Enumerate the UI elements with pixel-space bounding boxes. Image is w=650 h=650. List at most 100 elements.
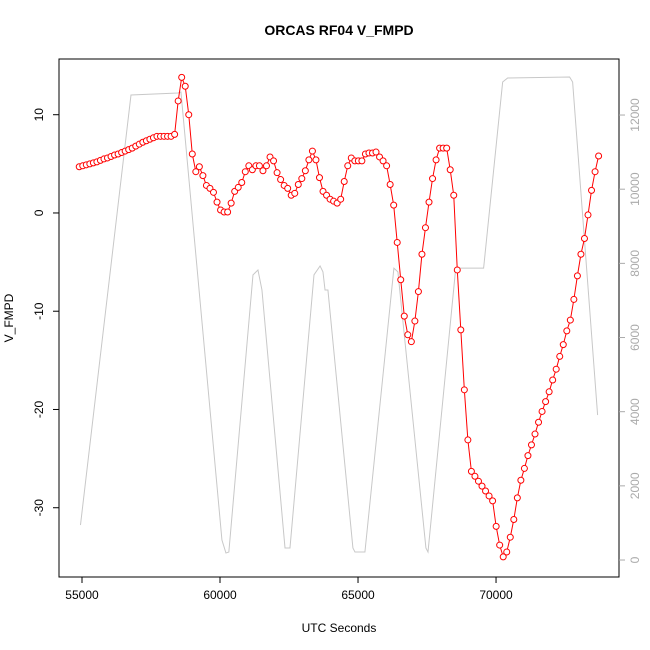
y2-tick-label: 2000 xyxy=(628,472,642,499)
data-point xyxy=(489,497,497,505)
data-point xyxy=(379,157,387,165)
y2-tick-label: 10000 xyxy=(628,172,642,206)
data-point xyxy=(181,82,189,90)
data-point xyxy=(432,156,440,164)
y2-tick-label: 6000 xyxy=(628,324,642,351)
data-point xyxy=(390,201,398,209)
data-point xyxy=(262,162,270,170)
y-tick-label: 10 xyxy=(32,108,46,122)
data-point xyxy=(358,157,366,165)
data-point xyxy=(524,452,532,460)
y-tick-label: 0 xyxy=(32,209,46,216)
data-point xyxy=(284,184,292,192)
data-point xyxy=(531,430,539,438)
data-point xyxy=(510,516,518,524)
data-point xyxy=(171,130,179,138)
data-point xyxy=(453,266,461,274)
data-point xyxy=(315,174,323,182)
data-point xyxy=(580,235,588,243)
y-tick-label: -30 xyxy=(32,499,46,517)
data-point xyxy=(591,168,599,176)
data-point xyxy=(542,398,550,406)
data-point xyxy=(241,168,249,176)
data-point xyxy=(213,198,221,206)
data-point xyxy=(485,492,493,500)
data-point xyxy=(344,162,352,170)
y2-tick-label: 4000 xyxy=(628,398,642,425)
data-point xyxy=(305,156,313,164)
plot-frame xyxy=(58,58,620,578)
data-point xyxy=(545,388,553,396)
data-point xyxy=(185,111,193,119)
data-point xyxy=(520,464,528,472)
data-point xyxy=(294,180,302,188)
data-point xyxy=(517,476,525,484)
data-point xyxy=(443,144,451,152)
data-point xyxy=(195,163,203,171)
x-tick-label: 55000 xyxy=(65,588,99,602)
data-point xyxy=(386,180,394,188)
data-point xyxy=(552,365,560,373)
x-axis-label: UTC Seconds xyxy=(302,621,377,635)
data-point xyxy=(556,352,564,360)
data-point xyxy=(566,316,574,324)
data-point xyxy=(411,317,419,325)
data-point xyxy=(291,189,299,197)
data-point xyxy=(577,250,585,258)
data-point xyxy=(337,195,345,203)
data-point xyxy=(425,198,433,206)
x-tick-label: 60000 xyxy=(203,588,237,602)
chart-title: ORCAS RF04 V_FMPD xyxy=(264,22,413,38)
data-point xyxy=(192,168,200,176)
data-point xyxy=(496,541,504,549)
data-point xyxy=(270,157,278,165)
data-point xyxy=(527,441,535,449)
data-point xyxy=(414,288,422,296)
data-point xyxy=(188,150,196,158)
data-point xyxy=(471,472,479,480)
data-point xyxy=(234,183,242,191)
data-point xyxy=(397,276,405,284)
data-point xyxy=(506,533,514,541)
data-point xyxy=(478,482,486,490)
data-point xyxy=(400,312,408,320)
data-point xyxy=(421,224,429,232)
data-point xyxy=(595,152,603,160)
data-point xyxy=(407,338,415,346)
data-point xyxy=(450,191,458,199)
data-point xyxy=(227,199,235,207)
data-point xyxy=(559,341,567,349)
data-point xyxy=(474,477,482,485)
data-point xyxy=(573,272,581,280)
data-point xyxy=(277,176,285,184)
data-point xyxy=(174,97,182,105)
data-point xyxy=(255,162,263,170)
data-point xyxy=(340,178,348,186)
data-point xyxy=(570,295,578,303)
data-point xyxy=(513,494,521,502)
y-tick-label: -10 xyxy=(32,302,46,320)
data-point xyxy=(446,166,454,174)
data-point xyxy=(503,548,511,556)
data-point xyxy=(588,186,596,194)
data-point xyxy=(457,326,465,334)
series-line xyxy=(79,76,599,554)
data-point xyxy=(372,148,380,156)
data-point xyxy=(209,188,217,196)
data-point xyxy=(259,167,267,175)
data-point xyxy=(418,250,426,258)
data-point xyxy=(238,179,246,187)
data-point xyxy=(499,553,507,561)
data-point xyxy=(535,418,543,426)
data-point xyxy=(298,175,306,183)
data-point xyxy=(224,208,232,216)
data-point xyxy=(312,156,320,164)
data-point xyxy=(178,73,186,81)
data-point xyxy=(464,436,472,444)
data-point xyxy=(584,211,592,219)
y2-tick-label: 0 xyxy=(628,556,642,563)
y2-tick-label: 12000 xyxy=(628,98,642,132)
data-point xyxy=(492,522,500,530)
